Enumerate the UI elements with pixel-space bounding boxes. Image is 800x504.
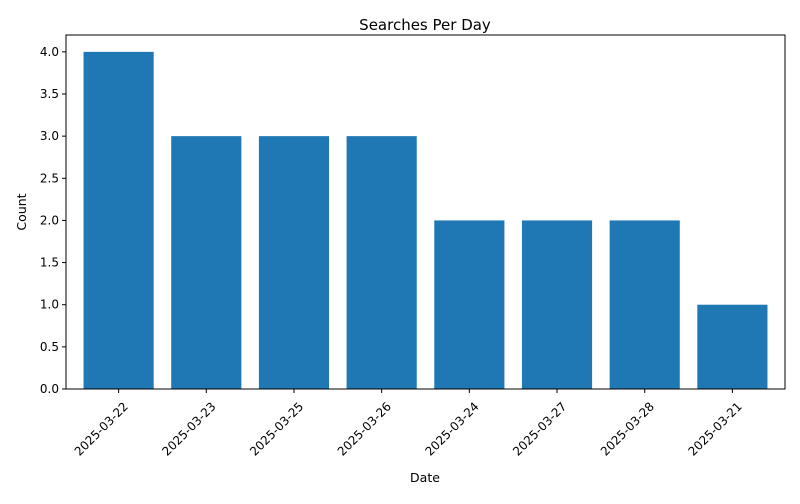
- y-tick-label: 1.0: [40, 298, 59, 312]
- y-tick-label: 0.5: [40, 340, 59, 354]
- y-tick-label: 3.5: [40, 87, 59, 101]
- plot-frame: [65, 34, 786, 390]
- y-tick-label: 2.5: [40, 171, 59, 185]
- y-tick-label: 3.0: [40, 129, 59, 143]
- bars-group: [83, 51, 768, 390]
- bar-2025-03-23: [171, 136, 242, 389]
- bar-2025-03-25: [258, 136, 330, 389]
- bar-2025-03-26: [346, 136, 417, 389]
- x-axis-label: Date: [410, 470, 440, 485]
- bar-2025-03-24: [434, 220, 505, 389]
- y-tick-label: 2.0: [40, 213, 59, 227]
- y-tick-label: 0.0: [40, 382, 59, 396]
- bar-2025-03-27: [521, 220, 593, 389]
- chart-title: Searches Per Day: [359, 16, 491, 34]
- bar-2025-03-21: [697, 304, 768, 389]
- bar-2025-03-28: [609, 220, 680, 389]
- y-tick-label: 4.0: [40, 45, 59, 59]
- y-tick-label: 1.5: [40, 256, 59, 270]
- bar-2025-03-22: [83, 51, 154, 390]
- y-axis: 0.0 0.5 1.0 1.5 2.0 2.5 3.0 3.5 4.0: [40, 45, 66, 396]
- y-axis-label: Count: [14, 193, 29, 230]
